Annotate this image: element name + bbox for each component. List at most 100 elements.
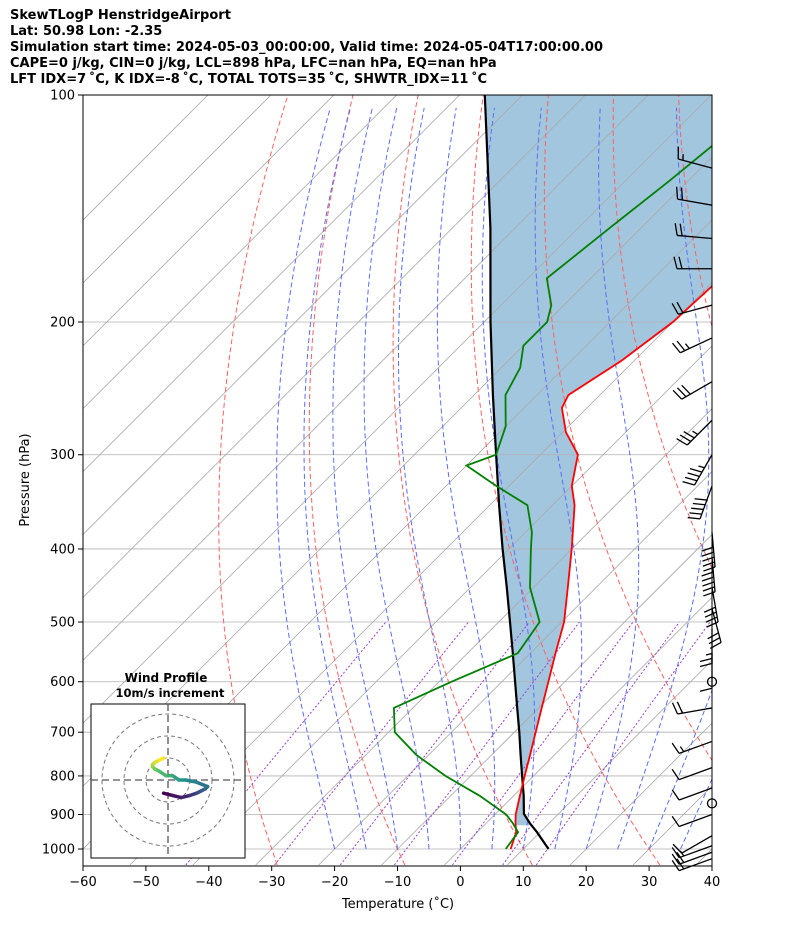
barb-flag: [676, 387, 687, 398]
moist-adiabat: [648, 689, 712, 850]
y-tick-label: 500: [50, 616, 75, 631]
y-axis: 100 200 300 400 500 600 700 800 900 1000: [42, 89, 83, 858]
wind-barb: [671, 858, 713, 872]
barb-flag: [671, 342, 681, 354]
cin-shading: [484, 95, 712, 826]
barb-shaft: [678, 787, 713, 801]
barb-shaft: [680, 337, 713, 354]
barb-flag: [702, 586, 715, 592]
moist-adiabat: [303, 107, 367, 850]
barb-flag: [703, 591, 716, 597]
wind-barb: [671, 767, 713, 781]
mixing-ratio-line: [502, 621, 680, 866]
barb-half-flag: [698, 465, 705, 469]
moist-adiabats-layer: [276, 107, 712, 850]
isotherm: [83, 95, 649, 661]
chart-header: SkewTLogP HenstridgeAirport Lat: 50.98 L…: [10, 8, 780, 88]
dry-adiabat: [543, 95, 712, 762]
barb-flag: [699, 687, 713, 692]
x-tick-label: −50: [132, 875, 159, 890]
x-tick-label: 40: [704, 875, 721, 890]
moist-adiabat: [481, 107, 536, 850]
station-location: Lat: 50.98 Lon: -2.35: [10, 24, 163, 39]
wind-barb: [671, 851, 713, 865]
x-tick-label: −20: [321, 875, 348, 890]
barb-flag: [672, 843, 683, 854]
x-tick-label: 30: [641, 875, 658, 890]
barb-shaft: [678, 158, 713, 169]
wind-barb: [687, 485, 713, 520]
moist-adiabat: [617, 107, 710, 850]
barb-shaft: [681, 381, 713, 400]
x-tick-label: −40: [195, 875, 222, 890]
barb-shaft: [678, 858, 713, 872]
mixing-ratio-line: [339, 621, 530, 866]
temperature-profile-line: [509, 285, 712, 850]
barb-flag: [678, 256, 683, 269]
barb-flag: [671, 768, 680, 780]
isotherm: [83, 95, 272, 284]
wind-barb: [671, 337, 713, 354]
skewed-isotherm-grid: [83, 95, 712, 866]
wind-barb: [672, 381, 713, 400]
barb-flag: [687, 472, 700, 478]
hodograph-inset: Wind Profile 10m/s increment: [90, 671, 246, 859]
barb-flag: [708, 637, 721, 645]
barb-flag: [679, 434, 692, 443]
moist-adiabat: [436, 107, 496, 850]
mixing-ratio-line: [452, 621, 634, 866]
isotherm: [507, 659, 712, 866]
dry-adiabat: [308, 95, 406, 866]
barb-flag: [699, 657, 713, 663]
barb-shaft: [693, 454, 713, 486]
barb-flag: [683, 431, 695, 439]
barb-flag: [676, 340, 686, 352]
dewpoint-profile-line: [392, 144, 712, 850]
barb-flag: [707, 632, 719, 640]
cape-cin-shading-layer: [484, 95, 712, 826]
mixing-ratio-lines-layer: [185, 621, 711, 866]
hodograph-title: Wind Profile: [125, 671, 208, 685]
wind-barb: [671, 301, 713, 315]
isotherm: [83, 95, 712, 724]
barb-shaft: [678, 851, 713, 865]
barb-flag: [682, 481, 695, 486]
mixing-ratio-line: [393, 621, 580, 866]
barb-flag: [681, 384, 691, 395]
x-tick-label: −30: [258, 875, 285, 890]
wind-barb: [671, 701, 713, 715]
mixing-ratio-line: [185, 621, 387, 866]
y-tick-label: 300: [50, 448, 75, 463]
dry-adiabat: [744, 95, 794, 865]
barb-flag: [671, 742, 680, 754]
stability-indices: LFT IDX=7 ˚C, K IDX=-8 ˚C, TOTAL TOTS=35…: [10, 72, 488, 87]
simulation-times: Simulation start time: 2024-05-03_00:00:…: [10, 40, 603, 55]
barb-shaft: [678, 845, 713, 859]
barb-flag: [674, 223, 678, 236]
barb-shaft: [686, 419, 713, 446]
moist-adiabat: [363, 107, 430, 850]
moist-adiabat: [398, 107, 461, 849]
barb-shaft: [678, 740, 713, 755]
barb-flag: [676, 438, 688, 446]
y-tick-label: 400: [50, 542, 75, 557]
wind-barb: [676, 186, 713, 206]
barb-shaft: [678, 767, 713, 781]
barb-flag: [676, 701, 684, 714]
x-axis: −60 −50 −40 −30 −20 −10 0 10 20 30 40: [69, 866, 720, 890]
hodograph-segment: [157, 756, 166, 762]
barb-flag: [676, 186, 679, 200]
hodograph-segment: [194, 780, 210, 789]
y-tick-label: 700: [50, 726, 75, 741]
barb-flag: [694, 498, 707, 501]
wind-barb: [672, 835, 713, 854]
dry-adiabats-layer: [218, 95, 794, 866]
dry-adiabat: [392, 95, 533, 866]
barb-shaft: [711, 608, 722, 643]
barb-half-flag: [684, 343, 690, 349]
dry-adiabat: [612, 95, 712, 570]
isotherm: [192, 345, 712, 866]
barb-flag: [689, 468, 703, 473]
barb-flag: [679, 223, 683, 236]
